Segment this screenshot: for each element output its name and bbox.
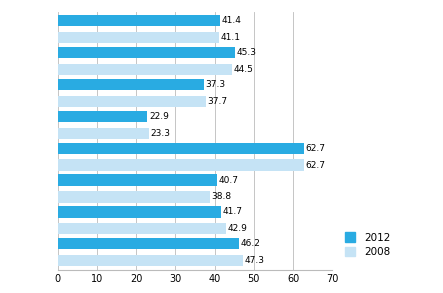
Text: 37.7: 37.7 xyxy=(207,97,227,106)
Text: 23.3: 23.3 xyxy=(151,129,171,138)
Text: 41.4: 41.4 xyxy=(222,16,241,25)
Legend: 2012, 2008: 2012, 2008 xyxy=(343,230,392,259)
Bar xyxy=(58,47,235,58)
Bar xyxy=(58,223,226,234)
Bar xyxy=(58,174,217,186)
Text: 45.3: 45.3 xyxy=(237,48,257,57)
Bar xyxy=(58,206,221,217)
Text: 41.7: 41.7 xyxy=(223,207,243,217)
Bar xyxy=(58,96,206,107)
Text: 44.5: 44.5 xyxy=(234,65,254,74)
Text: 38.8: 38.8 xyxy=(211,193,232,202)
Bar xyxy=(58,32,219,43)
Bar xyxy=(58,143,303,154)
Bar xyxy=(58,159,303,171)
Text: 40.7: 40.7 xyxy=(219,176,239,185)
Text: 62.7: 62.7 xyxy=(305,161,325,170)
Text: 42.9: 42.9 xyxy=(228,224,247,233)
Bar xyxy=(58,255,243,266)
Bar xyxy=(58,111,148,122)
Bar xyxy=(58,127,149,139)
Text: 62.7: 62.7 xyxy=(305,144,325,153)
Text: 22.9: 22.9 xyxy=(149,112,169,121)
Bar xyxy=(58,64,232,75)
Text: 37.3: 37.3 xyxy=(206,80,225,89)
Bar xyxy=(58,238,239,249)
Bar xyxy=(58,79,204,90)
Bar xyxy=(58,191,210,202)
Text: 46.2: 46.2 xyxy=(241,239,260,248)
Text: 47.3: 47.3 xyxy=(245,256,265,265)
Text: 41.1: 41.1 xyxy=(221,33,241,42)
Bar xyxy=(58,15,220,26)
